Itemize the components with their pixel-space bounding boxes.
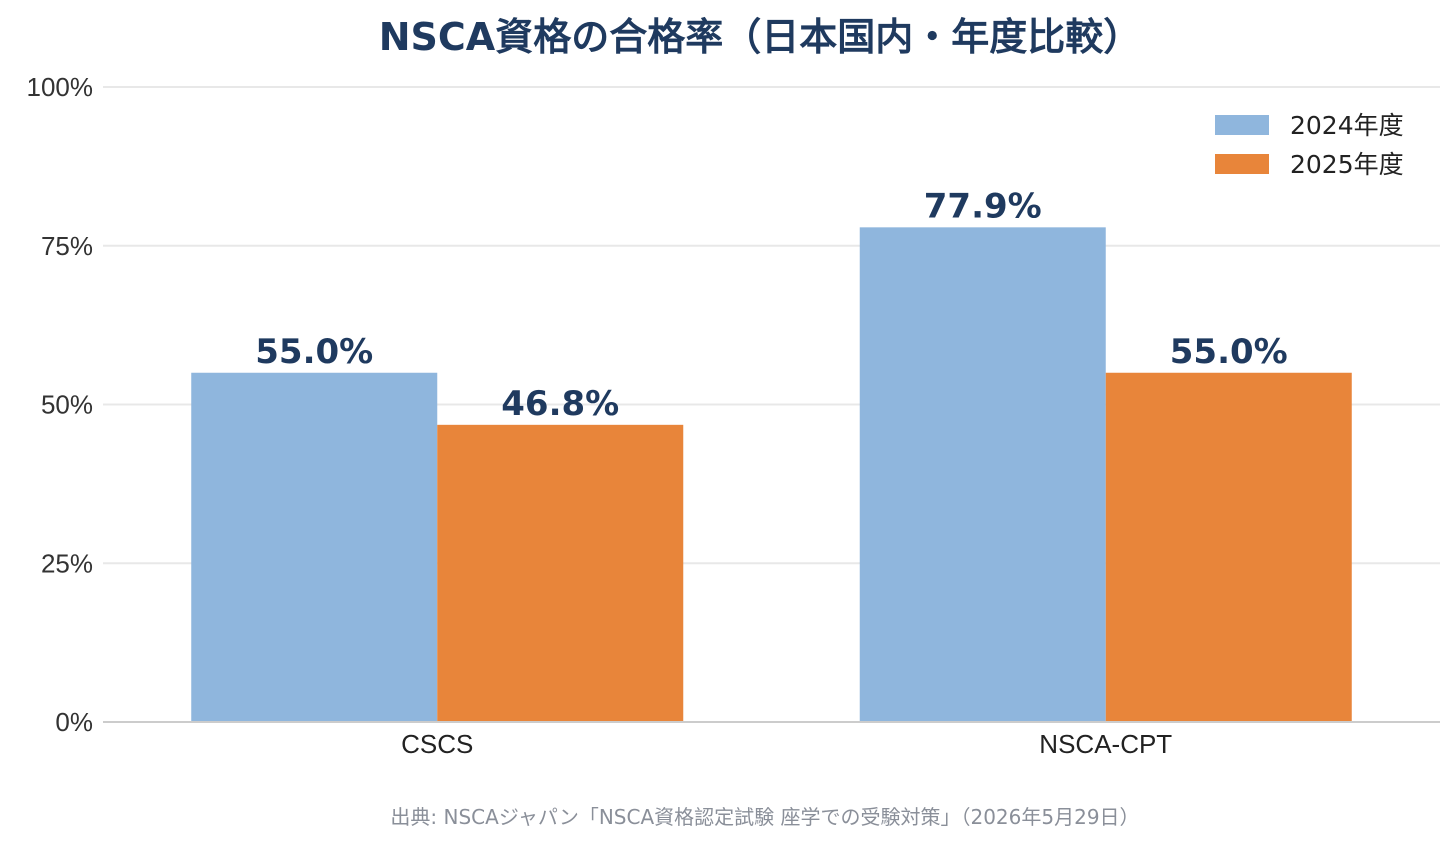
bar-nsca-cpt-1 [859,227,1106,722]
y-axis-ticks: 0% 25% 50% 75% 100% [27,72,94,737]
data-label: 77.9% [924,186,1042,226]
legend-swatch [1215,115,1269,135]
data-label: 55.0% [1170,332,1288,372]
bar-nsca-cpt-2 [1105,372,1352,722]
y-tick-label: 75% [41,231,93,261]
bars [191,227,1352,722]
source-note: 出典: NSCAジャパン「NSCA資格認定試験 座学での受験対策」（2026年5… [390,805,1139,829]
legend-label: 2024年度 [1290,111,1404,140]
x-axis-categories: CSCS NSCA-CPT [401,729,1172,759]
x-category-label: CSCS [401,729,473,759]
y-tick-label: 25% [41,548,93,578]
chart-title: NSCA資格の合格率（日本国内・年度比較） [379,15,1141,59]
x-category-label: NSCA-CPT [1039,729,1172,759]
bar-cscs-1 [191,372,438,722]
y-tick-label: 50% [41,390,93,420]
data-label: 46.8% [501,384,619,424]
bar-cscs-2 [437,424,684,722]
data-labels: 55.0% 46.8% 77.9% 55.0% [255,186,1287,423]
legend: 2024年度 2025年度 [1215,111,1404,179]
legend-swatch [1215,154,1269,174]
y-tick-label: 100% [27,72,94,102]
y-tick-label: 0% [55,707,93,737]
legend-label: 2025年度 [1290,150,1404,179]
data-label: 55.0% [255,332,373,372]
